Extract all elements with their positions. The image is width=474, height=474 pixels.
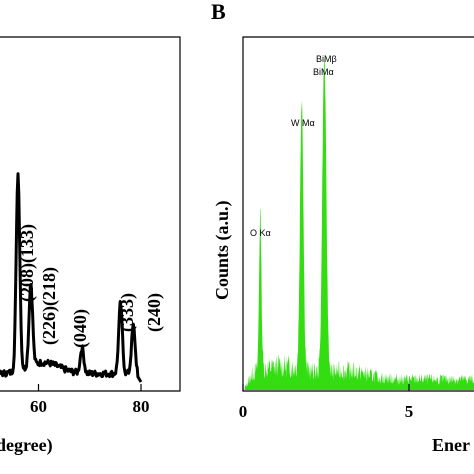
xrd-peak-label-4: (240) xyxy=(144,293,165,332)
xrd-peak-label-1: (226)(218) xyxy=(39,267,60,345)
eds-peak-label-0: O Kα xyxy=(250,228,271,238)
xrd-peak-label-0: (208)(133) xyxy=(17,224,38,302)
eds-spectrum-area xyxy=(244,57,474,390)
xrd-x-tick-label-80: 80 xyxy=(133,397,150,416)
eds-peak-label-2: BiMβ xyxy=(316,54,337,64)
xrd-peak-label-2: (040) xyxy=(70,309,91,348)
xrd-x-axis-label: degree) xyxy=(0,435,53,456)
xrd-x-tick-label-60: 60 xyxy=(30,397,47,416)
eds-x-tick-label-0: 0 xyxy=(239,402,248,421)
eds-x-axis-label: Ener xyxy=(432,435,470,455)
panel-label-b: B xyxy=(211,0,226,24)
eds-y-axis-label: Counts (a.u.) xyxy=(212,200,233,300)
xrd-axes xyxy=(0,36,181,392)
xrd-pattern-line xyxy=(0,172,143,383)
xrd-peak-label-3: (333) xyxy=(117,293,138,332)
eds-axes xyxy=(242,36,474,392)
eds-peak-label-1: W Mα xyxy=(291,118,315,128)
eds-peak-label-3: BiMα xyxy=(313,67,334,77)
eds-panel: B 0 5 O Kα W Mα BiMβ BiMα Counts (a.u.) Ener xyxy=(211,0,474,455)
xrd-panel: 60 80 (208)(133)(226)(218) (040) (333) (240)… xyxy=(0,36,181,456)
eds-x-tick-label-5: 5 xyxy=(405,402,414,421)
